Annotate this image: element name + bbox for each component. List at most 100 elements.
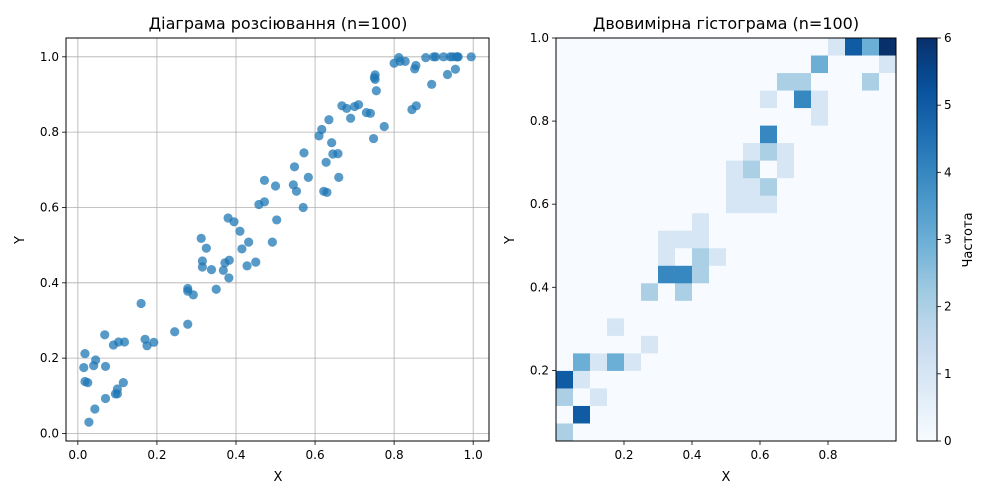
- histogram-x-tick-label: 0.4: [682, 448, 701, 462]
- histogram-cell: [811, 73, 829, 91]
- histogram-cell: [556, 178, 574, 197]
- histogram-cell: [692, 423, 710, 442]
- histogram-cell: [760, 318, 778, 337]
- histogram-cell: [726, 230, 744, 249]
- histogram-cell: [777, 423, 795, 442]
- scatter-point: [466, 52, 476, 62]
- histogram-cell: [777, 405, 795, 424]
- histogram-cell: [845, 195, 863, 214]
- histogram-cell: [556, 108, 574, 127]
- colorbar-tick-label: 5: [944, 98, 952, 112]
- histogram-cell: [794, 265, 812, 284]
- histogram-cell: [675, 370, 693, 389]
- histogram-cell: [879, 248, 897, 267]
- histogram-cell: [879, 195, 897, 214]
- scatter-point: [342, 103, 352, 114]
- histogram-cell: [709, 423, 727, 442]
- histogram-cell: [777, 300, 795, 319]
- histogram-cell: [777, 178, 795, 197]
- histogram-cell: [607, 370, 625, 389]
- scatter-point: [201, 243, 211, 253]
- histogram-cell: [879, 178, 897, 197]
- histogram-cell: [641, 55, 659, 74]
- histogram-cell: [845, 38, 863, 56]
- histogram-cell: [743, 55, 761, 74]
- histogram-cell: [879, 318, 897, 337]
- histogram-cell: [828, 38, 846, 56]
- histogram-cell: [862, 248, 880, 267]
- scatter-point: [370, 74, 380, 85]
- histogram-cell: [743, 283, 761, 302]
- histogram-cell: [777, 213, 795, 232]
- histogram-cell: [658, 388, 676, 407]
- histogram-cell: [743, 160, 761, 179]
- scatter-point: [197, 262, 207, 272]
- histogram-cell: [828, 108, 846, 127]
- histogram-cell: [862, 143, 880, 162]
- histogram-cell: [777, 248, 795, 267]
- histogram-cell: [624, 318, 642, 337]
- histogram-cell: [573, 300, 591, 319]
- colorbar-tick-label: 1: [944, 367, 952, 381]
- histogram-cell: [879, 335, 897, 354]
- histogram-cell: [641, 178, 659, 197]
- histogram-cell: [641, 405, 659, 424]
- histogram-cell: [777, 55, 795, 74]
- histogram-cell: [845, 73, 863, 91]
- histogram-cell: [811, 38, 829, 56]
- histogram-cell: [760, 335, 778, 354]
- histogram-cell: [862, 300, 880, 319]
- histogram-cell: [743, 423, 761, 442]
- histogram-cell: [709, 353, 727, 372]
- histogram-cell: [675, 143, 693, 162]
- histogram-cell: [794, 318, 812, 337]
- histogram-cell: [590, 283, 608, 302]
- histogram-cell: [658, 265, 676, 284]
- scatter-point: [291, 186, 302, 196]
- histogram-cell: [675, 125, 693, 144]
- histogram-cell: [777, 353, 795, 372]
- histogram-cell: [862, 335, 880, 354]
- scatter-title: Діаграма розсіювання (n=100): [149, 14, 408, 33]
- histogram-cell: [845, 108, 863, 127]
- scatter-point: [411, 60, 421, 71]
- histogram-x-tick-label: 0.6: [750, 448, 769, 462]
- scatter-point: [149, 337, 159, 347]
- histogram-cell: [590, 265, 608, 284]
- histogram-y-axis-label: Y: [503, 236, 518, 245]
- histogram-cell: [794, 160, 812, 179]
- histogram-cell: [624, 160, 642, 179]
- histogram-cell: [879, 125, 897, 144]
- histogram-cell: [607, 160, 625, 179]
- histogram-cell: [811, 195, 829, 214]
- histogram-cell: [692, 213, 710, 232]
- scatter-chart: Діаграма розсіювання (n=100) 0.0 0.2 0.4 0.…: [13, 14, 490, 485]
- scatter-point: [91, 355, 101, 365]
- histogram-cell: [879, 108, 897, 127]
- scatter-point: [84, 417, 94, 427]
- histogram-cell: [726, 405, 744, 424]
- scatter-point: [322, 187, 332, 198]
- histogram-cell: [760, 265, 778, 284]
- histogram-cell: [811, 248, 829, 267]
- histogram-cell: [709, 90, 727, 109]
- scatter-point: [453, 52, 463, 62]
- histogram-cell: [692, 73, 710, 91]
- histogram-x-ticks: 0.2 0.4 0.6 0.8: [614, 441, 838, 462]
- scatter-point: [136, 298, 146, 309]
- scatter-point: [442, 69, 453, 80]
- histogram-cell: [624, 370, 642, 389]
- histogram-cell: [760, 108, 778, 127]
- histogram-cell: [692, 143, 710, 162]
- histogram-cell: [658, 370, 676, 389]
- histogram-cell: [607, 265, 625, 284]
- histogram-cell: [828, 405, 846, 424]
- histogram-cell: [845, 265, 863, 284]
- histogram-cell: [641, 248, 659, 267]
- histogram-cell: [879, 265, 897, 284]
- histogram-cell: [641, 335, 659, 354]
- histogram-cell: [828, 55, 846, 74]
- histogram-cell: [811, 55, 829, 74]
- histogram-cell: [624, 55, 642, 74]
- scatter-point: [242, 261, 252, 271]
